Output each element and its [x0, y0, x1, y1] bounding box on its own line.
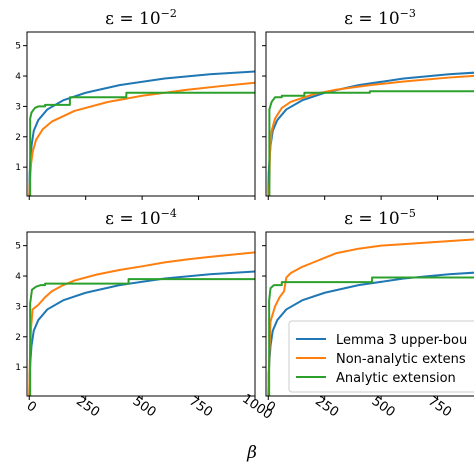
y-tick-label: 4 [15, 72, 21, 82]
legend-label-analytic: Analytic extension [336, 371, 456, 386]
legend-frame [288, 320, 474, 393]
x-tick-label: 750 [186, 394, 215, 421]
panel-frame [26, 231, 256, 397]
panel-title: ε = 10−4 [105, 207, 177, 229]
panel-title: ε = 10−3 [344, 7, 416, 29]
legend-label-nonanalytic: Non-analytic extens [336, 352, 466, 367]
y-tick-label: 1 [15, 163, 21, 173]
series-analytic [29, 91, 255, 196]
panel-title: ε = 10−5 [344, 207, 416, 229]
panel-series [28, 70, 255, 196]
panel-title-base: ε = 10 [105, 209, 161, 229]
panel-title-exponent: −2 [161, 7, 177, 20]
panel-series [267, 71, 474, 196]
x-tick-label: 0 [24, 399, 39, 416]
series-analytic [29, 278, 255, 396]
panel-title-base: ε = 10 [344, 9, 400, 29]
x-axis-label: β [246, 443, 257, 463]
panel-frame [26, 31, 256, 197]
series-nonanalytic [267, 238, 474, 396]
series-nonanalytic [267, 74, 474, 196]
panel-title-base: ε = 10 [105, 9, 161, 29]
panel-title-exponent: −3 [400, 7, 416, 20]
panel-title-exponent: −4 [161, 207, 177, 220]
panel-frame [265, 231, 474, 397]
x-tick-label: 250 [312, 394, 341, 421]
x-tick-label: 500 [130, 394, 159, 421]
panel-frame [265, 31, 474, 197]
y-tick-label: 5 [15, 242, 21, 252]
series-lemma [28, 270, 255, 396]
legend-label-lemma: Lemma 3 upper-bou [336, 333, 467, 348]
x-tick-label: 500 [369, 394, 398, 421]
panel-title: ε = 10−2 [105, 7, 177, 29]
panel-title-base: ε = 10 [344, 209, 400, 229]
series-analytic [268, 276, 474, 396]
legend: Lemma 3 upper-bou Non-analytic extens An… [288, 320, 474, 393]
panel-series [267, 238, 474, 396]
y-tick-label: 5 [15, 42, 21, 52]
y-tick-label: 3 [15, 302, 21, 312]
y-tick-label: 3 [15, 102, 21, 112]
series-analytic [268, 90, 474, 196]
y-tick-label: 4 [15, 272, 21, 282]
x-tick-label: 250 [73, 394, 102, 421]
x-tick-label: 750 [425, 394, 454, 421]
y-tick-label: 2 [15, 333, 21, 343]
y-tick-label: 1 [15, 363, 21, 373]
panel-1: 1 2 3 4 5 ε = 10−2 [15, 7, 256, 200]
panel-2: ε = 10−3 [262, 7, 474, 200]
panel-series [28, 251, 255, 396]
panel-title-exponent: −5 [400, 207, 416, 220]
y-tick-label: 2 [15, 133, 21, 143]
series-lemma [28, 70, 255, 196]
